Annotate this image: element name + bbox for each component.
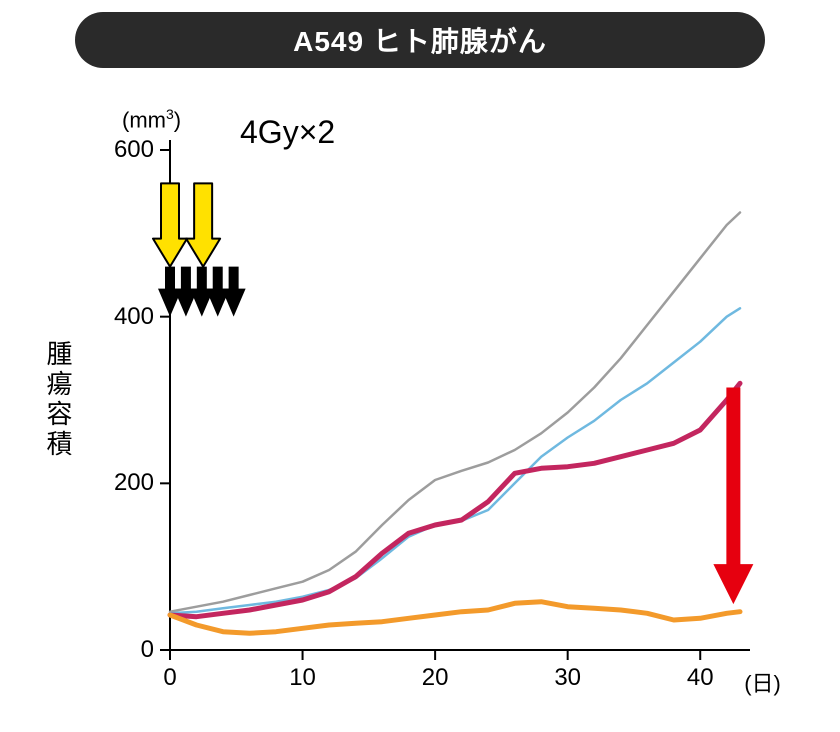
chart-svg — [0, 80, 840, 732]
y-tick-label: 200 — [114, 469, 154, 497]
x-tick-label: 10 — [289, 664, 316, 692]
y-tick-label: 0 — [141, 636, 154, 664]
x-tick-label: 30 — [554, 664, 581, 692]
x-tick-label: 0 — [163, 664, 176, 692]
chart-title: A549 ヒト肺腺がん — [293, 20, 547, 60]
title-bar: A549 ヒト肺腺がん — [75, 12, 765, 68]
x-tick-label: 20 — [422, 664, 449, 692]
chart-area: 腫瘍容積 (mm3) 4Gy×2 (日) 0102030400200400600 — [0, 80, 840, 732]
y-tick-label: 400 — [114, 303, 154, 331]
y-tick-label: 600 — [114, 136, 154, 164]
x-tick-label: 40 — [687, 664, 714, 692]
